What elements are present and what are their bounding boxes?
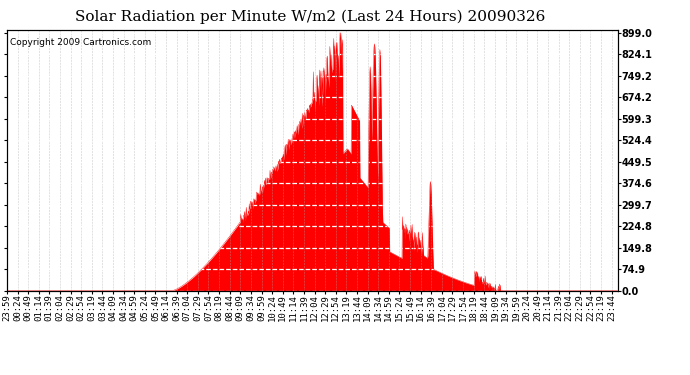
Text: Copyright 2009 Cartronics.com: Copyright 2009 Cartronics.com [10, 38, 151, 47]
Text: Solar Radiation per Minute W/m2 (Last 24 Hours) 20090326: Solar Radiation per Minute W/m2 (Last 24… [75, 9, 546, 24]
